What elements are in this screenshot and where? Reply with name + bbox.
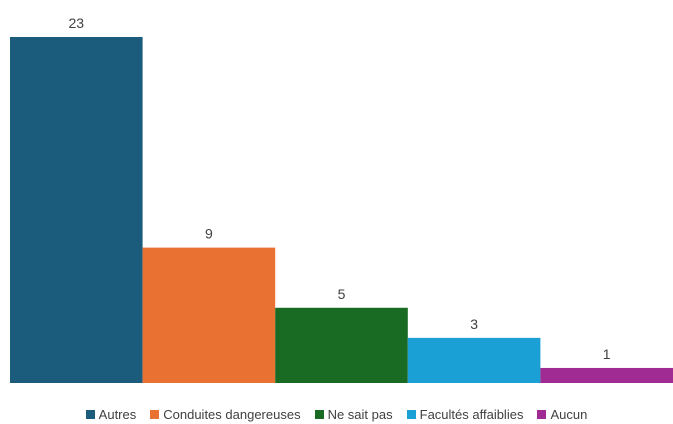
bar-chart-plot: 23 9 5 3 1 — [10, 15, 673, 383]
legend-item-1: Conduites dangereuses — [150, 406, 301, 422]
legend-label-2: Ne sait pas — [327, 406, 393, 422]
legend-swatch-2 — [314, 409, 324, 419]
legend-item-4: Aucun — [537, 407, 587, 422]
legend-label-0: Autres — [98, 406, 137, 422]
legend-swatch-4 — [537, 409, 547, 419]
legend-label-3: Facultés affaiblies — [419, 406, 524, 422]
legend-swatch-0 — [85, 409, 95, 419]
legend-swatch-3 — [406, 409, 416, 419]
data-label-3: 3 — [470, 316, 478, 332]
legend-item-2: Ne sait pas — [314, 406, 393, 422]
data-label-0: 23 — [69, 15, 85, 31]
bar-1 — [142, 247, 276, 383]
bar-4 — [540, 367, 673, 383]
legend-label-4: Aucun — [550, 406, 588, 422]
data-label-2: 5 — [338, 286, 346, 302]
data-label-4: 1 — [603, 346, 611, 362]
legend-item-3: Facultés affaiblies — [406, 406, 524, 422]
data-label-1: 9 — [205, 226, 213, 242]
bar-2 — [275, 307, 408, 383]
legend-label-1: Conduites dangereuses — [163, 406, 301, 422]
bar-0 — [10, 37, 143, 383]
legend-swatch-1 — [150, 409, 160, 419]
legend-item-0: Autres — [85, 406, 137, 422]
legend: Autres Conduites dangereuses Ne sait pas Fa… — [0, 404, 673, 424]
bar-3 — [407, 337, 541, 383]
